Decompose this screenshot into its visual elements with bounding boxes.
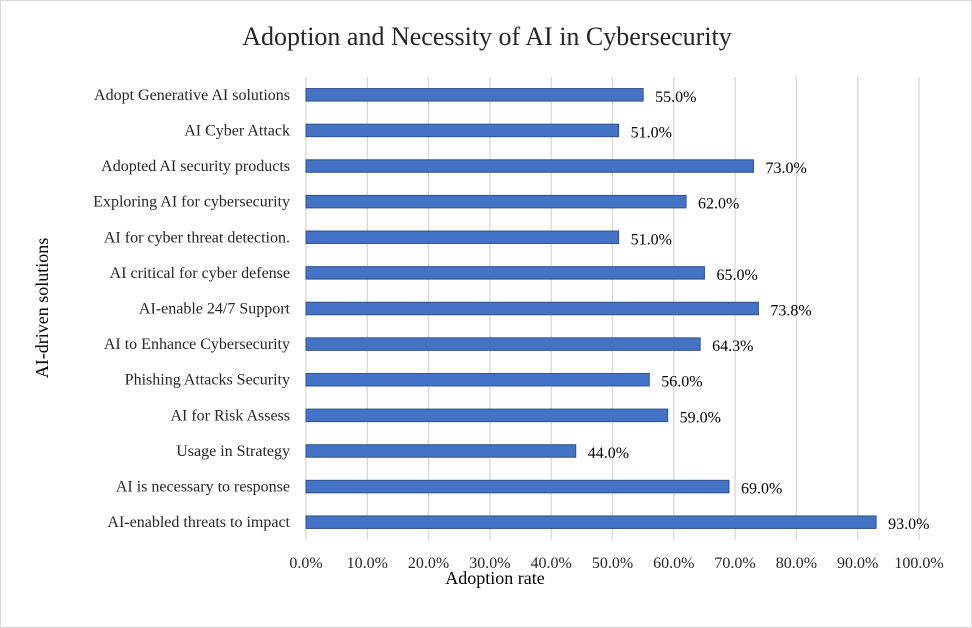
category-label: AI for Risk Assess	[170, 407, 290, 424]
bar	[305, 515, 877, 529]
category-label: AI is necessary to response	[116, 479, 290, 496]
y-axis-title: AI-driven solutions	[32, 238, 52, 378]
category-label: AI for cyber threat detection.	[104, 229, 290, 246]
category-label: AI to Enhance Cybersecurity	[104, 336, 290, 353]
x-tick-label: 40.0%	[531, 555, 572, 572]
bar	[305, 266, 705, 280]
value-labels: 55.0% 51.0% 73.0% 62.0% 51.0% 65.0% 73.8% 64.3%…	[588, 89, 930, 533]
bar	[305, 337, 701, 351]
category-label: Usage in Strategy	[176, 443, 290, 460]
bar	[305, 194, 687, 209]
category-label: AI-enable 24/7 Support	[139, 301, 291, 318]
data-label: 55.0%	[655, 89, 696, 106]
bar	[305, 408, 669, 423]
data-label: 73.8%	[770, 303, 811, 320]
chart-title: Adoption and Necessity of AI in Cybersec…	[242, 22, 732, 51]
x-tick-label: 0.0%	[289, 555, 322, 572]
data-label: 93.0%	[888, 516, 929, 533]
category-label: AI Cyber Attack	[184, 122, 290, 139]
bar	[305, 159, 754, 173]
data-label: 44.0%	[588, 445, 629, 462]
data-label: 65.0%	[716, 267, 757, 284]
category-label: AI-enabled threats to impact	[107, 514, 290, 531]
category-label: Adopted AI security products	[101, 158, 290, 175]
category-label: Adopt Generative AI solutions	[94, 87, 290, 104]
x-tick-label: 50.0%	[592, 555, 633, 572]
data-label: 62.0%	[698, 196, 739, 213]
bar	[305, 123, 620, 138]
data-label: 64.3%	[712, 338, 753, 355]
data-label: 69.0%	[741, 481, 782, 498]
category-labels: Adopt Generative AI solutions AI Cyber At…	[93, 87, 290, 531]
bar	[305, 372, 650, 387]
data-label: 51.0%	[631, 124, 672, 141]
x-tick-label: 60.0%	[653, 555, 694, 572]
bar	[305, 444, 577, 458]
bar	[305, 88, 644, 102]
x-tick-label: 90.0%	[837, 555, 878, 572]
x-axis-title: Adoption rate	[445, 568, 544, 588]
x-tick-label: 80.0%	[776, 555, 817, 572]
data-label: 56.0%	[661, 374, 702, 391]
x-tick-label: 30.0%	[469, 555, 510, 572]
category-label: Exploring AI for cybersecurity	[93, 194, 290, 211]
category-label: Phishing Attacks Security	[125, 372, 290, 389]
bars	[305, 88, 877, 529]
data-label: 51.0%	[631, 231, 672, 248]
x-tick-label: 100.0%	[894, 555, 943, 572]
x-tick-labels: 0.0% 10.0% 20.0% 30.0% 40.0% 50.0% 60.0% 70.0% 8…	[289, 555, 943, 572]
bar	[305, 301, 759, 316]
data-label: 59.0%	[680, 409, 721, 426]
x-tick-label: 70.0%	[714, 555, 755, 572]
data-label: 73.0%	[765, 160, 806, 177]
bar	[305, 230, 620, 245]
x-tick-label: 10.0%	[347, 555, 388, 572]
bar	[305, 479, 730, 494]
x-tick-label: 20.0%	[408, 555, 449, 572]
category-label: AI critical for cyber defense	[110, 265, 290, 282]
